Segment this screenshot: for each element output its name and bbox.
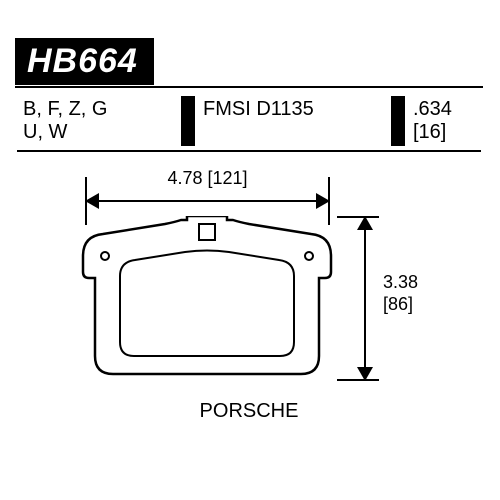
vdivider-2 bbox=[391, 96, 405, 146]
compounds-line2: U, W bbox=[23, 121, 173, 144]
height-dimension: 3.38 [86] bbox=[355, 216, 475, 381]
height-text: 3.38 [86] bbox=[383, 271, 418, 315]
thickness-cell: .634 [16] bbox=[407, 96, 481, 146]
height-value: 3.38 bbox=[383, 271, 418, 293]
width-arrow bbox=[85, 191, 330, 211]
fmsi-cell: FMSI D1135 bbox=[197, 96, 389, 146]
thickness: .634 [16] bbox=[413, 98, 475, 144]
tick-bottom bbox=[337, 379, 379, 381]
height-arrow bbox=[355, 216, 375, 381]
vdivider-1 bbox=[181, 96, 195, 146]
arrow-line bbox=[95, 200, 320, 202]
fmsi: FMSI D1135 bbox=[203, 98, 383, 121]
brake-pad-outline bbox=[75, 216, 340, 381]
diagram-area: 4.78 [121] bbox=[15, 168, 483, 428]
part-number: HB664 bbox=[27, 42, 138, 80]
divider-mid bbox=[17, 148, 481, 152]
width-value: 4.78 [121] bbox=[85, 168, 330, 189]
part-number-box: HB664 bbox=[15, 38, 154, 85]
width-dimension: 4.78 [121] bbox=[85, 168, 330, 211]
compounds-cell: B, F, Z, G U, W bbox=[17, 96, 179, 146]
arrow-line-v bbox=[364, 226, 366, 371]
info-table: B, F, Z, G U, W FMSI D1135 .634 [16] bbox=[15, 94, 483, 154]
compounds-line1: B, F, Z, G bbox=[23, 98, 173, 121]
divider-top bbox=[15, 86, 483, 88]
vehicle-brand: PORSCHE bbox=[15, 400, 483, 423]
spec-sheet: HB664 B, F, Z, G U, W FMSI D1135 .634 [1… bbox=[10, 38, 490, 458]
height-mm: [86] bbox=[383, 293, 418, 315]
